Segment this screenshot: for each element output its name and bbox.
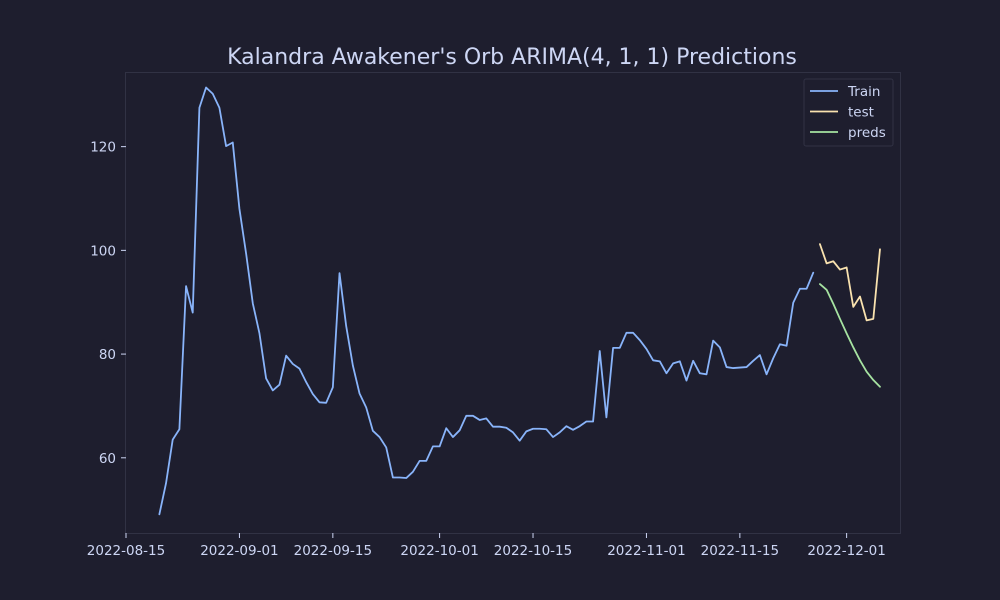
y-tick-label: 100 — [90, 243, 116, 259]
series-line-test — [819, 243, 881, 322]
series-line-train — [158, 86, 815, 516]
legend-label-train: Train — [847, 84, 880, 100]
legend: Train test preds — [803, 78, 894, 147]
chart-title: Kalandra Awakener's Orb ARIMA(4, 1, 1) P… — [227, 45, 797, 70]
plot-area-frame — [125, 72, 901, 534]
legend-label-preds: preds — [848, 125, 886, 141]
y-tick-label: 120 — [90, 140, 116, 156]
series-line-preds — [819, 283, 881, 388]
legend-box — [803, 78, 894, 147]
y-axis: 60 80 100 120 — [90, 140, 126, 467]
legend-label-test: test — [848, 105, 874, 121]
x-tick-label: 2022-09-01 — [200, 543, 278, 559]
series-layer — [158, 86, 881, 516]
x-tick-label: 2022-10-15 — [494, 543, 572, 559]
x-tick-label: 2022-08-15 — [87, 543, 165, 559]
x-tick-label: 2022-12-01 — [807, 543, 885, 559]
y-tick-label: 60 — [99, 451, 116, 467]
y-tick-label: 80 — [99, 347, 116, 363]
x-tick-label: 2022-09-15 — [294, 543, 372, 559]
x-tick-label: 2022-11-01 — [607, 543, 685, 559]
x-axis: 2022-08-15 2022-09-01 2022-09-15 2022-10-01… — [87, 533, 886, 559]
x-tick-label: 2022-11-15 — [701, 543, 779, 559]
x-tick-label: 2022-10-01 — [400, 543, 478, 559]
